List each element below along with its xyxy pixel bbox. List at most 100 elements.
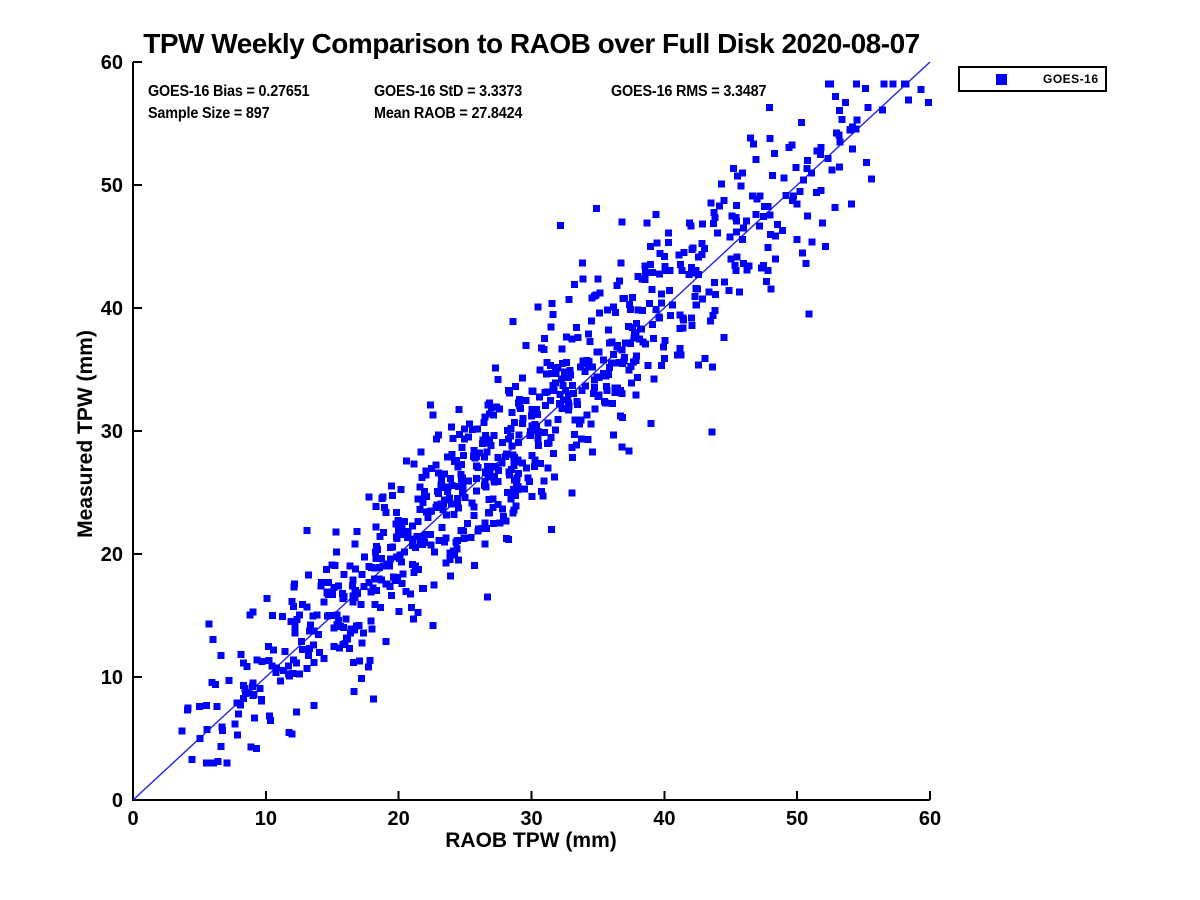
scatter-point bbox=[463, 520, 471, 527]
scatter-point bbox=[453, 494, 461, 502]
y-tick-label: 0 bbox=[112, 790, 123, 812]
scatter-point bbox=[902, 80, 910, 88]
scatter-point bbox=[625, 323, 633, 331]
scatter-point bbox=[492, 364, 499, 372]
scatter-point bbox=[288, 598, 296, 606]
scatter-point bbox=[377, 554, 385, 562]
scatter-point bbox=[449, 547, 457, 555]
scatter-point bbox=[537, 460, 545, 467]
scatter-point bbox=[836, 138, 844, 146]
scatter-point bbox=[510, 419, 518, 426]
scatter-point bbox=[403, 534, 411, 542]
scatter-point bbox=[808, 238, 816, 246]
scatter-point bbox=[178, 727, 186, 735]
scatter-point bbox=[447, 423, 455, 431]
scatter-point bbox=[465, 477, 473, 485]
scatter-point bbox=[616, 277, 624, 285]
scatter-point bbox=[240, 682, 248, 690]
scatter-point bbox=[584, 435, 592, 443]
stat-bias: GOES-16 Bias = 0.27651 bbox=[148, 83, 310, 100]
scatter-point bbox=[852, 80, 860, 88]
scatter-point bbox=[203, 701, 210, 709]
scatter-point bbox=[264, 642, 272, 650]
scatter-point bbox=[333, 620, 341, 628]
scatter-point bbox=[494, 500, 502, 508]
scatter-point bbox=[382, 509, 390, 517]
scatter-point bbox=[657, 299, 665, 307]
scatter-point bbox=[643, 219, 651, 227]
scatter-point bbox=[468, 499, 476, 507]
scatter-point bbox=[774, 221, 781, 228]
scatter-point bbox=[465, 433, 472, 441]
scatter-point bbox=[539, 492, 547, 500]
scatter-point bbox=[489, 504, 497, 512]
scatter-point bbox=[705, 288, 713, 296]
scatter-point bbox=[184, 704, 192, 712]
scatter-point bbox=[665, 229, 672, 237]
scatter-point bbox=[557, 222, 565, 230]
scatter-point bbox=[366, 657, 374, 664]
scatter-point bbox=[396, 555, 403, 563]
scatter-point bbox=[641, 262, 649, 270]
scatter-point bbox=[435, 431, 443, 439]
scatter-point bbox=[541, 429, 548, 436]
scatter-point bbox=[562, 386, 570, 394]
scatter-point bbox=[285, 662, 293, 670]
scatter-point bbox=[421, 539, 428, 546]
scatter-point bbox=[324, 579, 332, 586]
scatter-point bbox=[446, 556, 454, 564]
scatter-point bbox=[596, 289, 604, 297]
scatter-point bbox=[678, 267, 686, 275]
scatter-point bbox=[647, 420, 655, 428]
scatter-point bbox=[661, 267, 669, 275]
scatter-point bbox=[599, 356, 607, 364]
scatter-point bbox=[280, 666, 288, 674]
scatter-point bbox=[652, 210, 660, 218]
scatter-point bbox=[452, 538, 460, 546]
scatter-point bbox=[650, 335, 657, 343]
scatter-point bbox=[483, 448, 491, 456]
scatter-point bbox=[796, 187, 804, 195]
scatter-point bbox=[531, 408, 539, 416]
scatter-point bbox=[652, 306, 660, 313]
scatter-point bbox=[632, 391, 640, 399]
scatter-point bbox=[395, 608, 403, 616]
scatter-point bbox=[608, 338, 616, 346]
scatter-point bbox=[620, 295, 628, 303]
scatter-point bbox=[240, 659, 248, 667]
scatter-point bbox=[709, 220, 717, 227]
scatter-point bbox=[595, 391, 603, 399]
scatter-point bbox=[330, 583, 338, 591]
scatter-point bbox=[471, 561, 479, 569]
scatter-point bbox=[584, 363, 592, 371]
scatter-point bbox=[404, 528, 412, 535]
scatter-point bbox=[427, 541, 435, 549]
scatter-point bbox=[621, 339, 629, 347]
scatter-point bbox=[618, 443, 626, 451]
scatter-point bbox=[666, 287, 674, 295]
scatter-point bbox=[568, 443, 576, 451]
scatter-point bbox=[372, 523, 380, 531]
scatter-point bbox=[515, 431, 523, 439]
scatter-point bbox=[310, 641, 317, 649]
scatter-point bbox=[550, 473, 558, 481]
chart-title: TPW Weekly Comparison to RAOB over Full … bbox=[143, 28, 920, 59]
scatter-point bbox=[393, 573, 400, 581]
scatter-point bbox=[528, 493, 536, 501]
scatter-point bbox=[733, 201, 741, 209]
scatter-point bbox=[460, 535, 468, 542]
scatter-point bbox=[647, 261, 655, 269]
scatter-point bbox=[688, 321, 696, 329]
scatter-point bbox=[749, 192, 756, 200]
scatter-point bbox=[765, 104, 773, 111]
scatter-point bbox=[707, 199, 715, 207]
scatter-point bbox=[353, 622, 360, 630]
scatter-point bbox=[272, 664, 280, 672]
scatter-point bbox=[515, 469, 523, 477]
scatter-point bbox=[917, 86, 925, 94]
scatter-point bbox=[481, 482, 488, 489]
scatter-point bbox=[494, 478, 502, 486]
scatter-point bbox=[692, 285, 700, 293]
scatter-point bbox=[253, 744, 260, 752]
scatter-point bbox=[233, 731, 241, 739]
